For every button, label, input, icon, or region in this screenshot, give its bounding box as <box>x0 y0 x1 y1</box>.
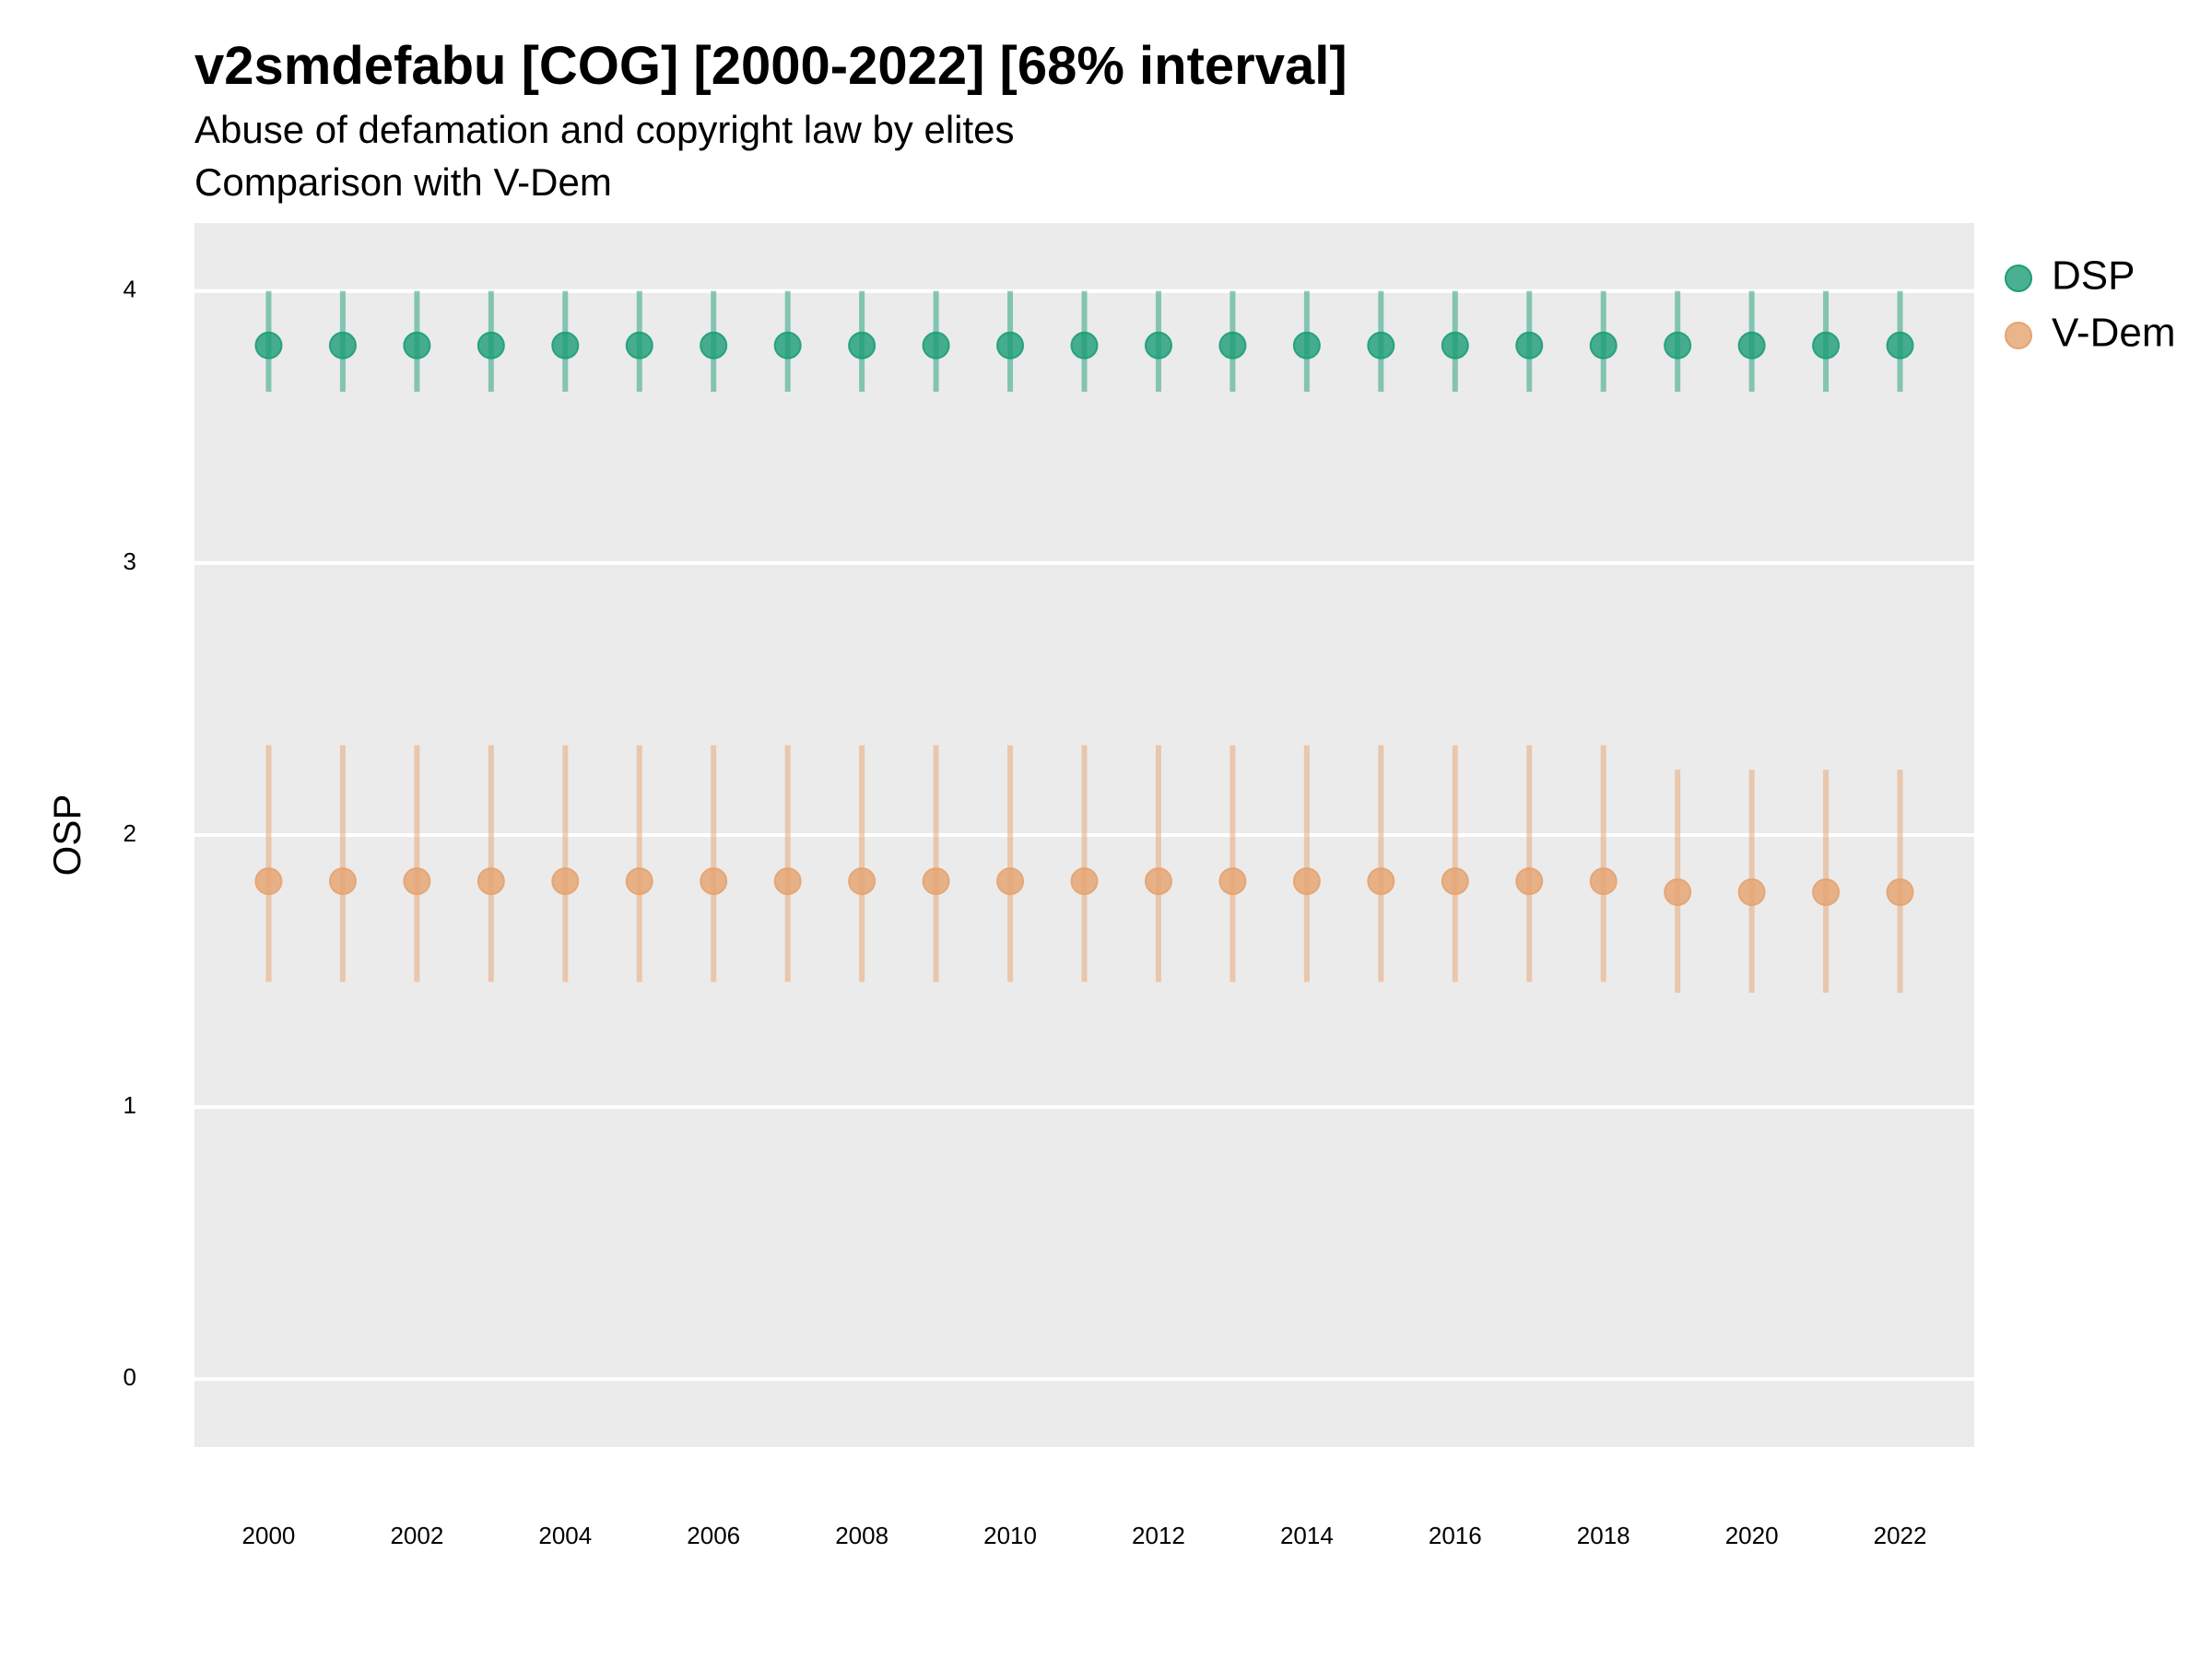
series-dsp <box>254 290 1914 392</box>
x-tick-label: 2020 <box>1725 1522 1779 1549</box>
data-point <box>922 331 950 359</box>
chart-title: v2smdefabu [COG] [2000-2022] [68% interv… <box>194 36 1347 96</box>
y-axis-ticks: 0 1 2 3 4 <box>124 276 136 1391</box>
data-point <box>773 867 802 896</box>
legend-key <box>2005 322 2032 349</box>
data-point <box>477 331 505 359</box>
x-tick-label: 2012 <box>1132 1522 1185 1549</box>
x-tick-label: 2002 <box>390 1522 443 1549</box>
series-v-dem <box>254 745 1914 994</box>
legend-label: DSP <box>2052 253 2135 299</box>
data-point <box>1812 331 1841 359</box>
data-point <box>922 867 950 896</box>
data-point <box>848 867 877 896</box>
y-axis-label: OSP <box>45 794 88 877</box>
data-point <box>1664 331 1692 359</box>
data-point <box>254 331 283 359</box>
data-point <box>1664 877 1692 906</box>
legend-key <box>2005 265 2032 292</box>
data-point <box>1292 867 1321 896</box>
y-tick-label: 3 <box>124 547 136 575</box>
data-point <box>1886 331 1914 359</box>
data-series <box>254 290 1914 994</box>
data-point <box>328 331 357 359</box>
data-point <box>551 867 580 896</box>
x-tick-label: 2016 <box>1429 1522 1482 1549</box>
data-point <box>1441 867 1469 896</box>
data-point <box>996 331 1025 359</box>
x-axis-ticks: 2000 2002 2004 2006 2008 2010 2012 2014 2016 2018… <box>242 1522 1927 1549</box>
data-point <box>1292 331 1321 359</box>
data-point <box>403 867 431 896</box>
data-point <box>1367 331 1395 359</box>
data-point <box>328 867 357 896</box>
chart-subtitle-line-1: Abuse of defamation and copyright law by… <box>194 108 1015 151</box>
legend: DSP V-Dem <box>2005 253 2175 356</box>
data-point <box>1070 867 1099 896</box>
data-point <box>1144 331 1172 359</box>
data-point <box>551 331 580 359</box>
x-tick-label: 2022 <box>1874 1522 1927 1549</box>
data-point <box>1515 331 1544 359</box>
data-point <box>1737 877 1766 906</box>
data-point <box>1367 867 1395 896</box>
data-point <box>1218 331 1247 359</box>
data-point <box>700 331 728 359</box>
data-point <box>773 331 802 359</box>
data-point <box>996 867 1025 896</box>
x-tick-label: 2000 <box>242 1522 296 1549</box>
data-point <box>625 331 653 359</box>
data-point <box>1737 331 1766 359</box>
chart-subtitle-line-2: Comparison with V-Dem <box>194 160 612 204</box>
data-point <box>1812 877 1841 906</box>
data-point <box>1070 331 1099 359</box>
x-tick-label: 2006 <box>687 1522 740 1549</box>
x-tick-label: 2018 <box>1577 1522 1630 1549</box>
data-point <box>700 867 728 896</box>
data-point <box>1589 867 1618 896</box>
y-tick-label: 0 <box>124 1363 136 1391</box>
data-point <box>254 867 283 896</box>
data-point <box>1441 331 1469 359</box>
y-tick-label: 2 <box>124 819 136 847</box>
data-point <box>625 867 653 896</box>
data-point <box>1515 867 1544 896</box>
y-tick-label: 4 <box>124 276 136 303</box>
x-tick-label: 2008 <box>835 1522 888 1549</box>
x-tick-label: 2010 <box>983 1522 1037 1549</box>
y-tick-label: 1 <box>124 1091 136 1119</box>
data-point <box>1589 331 1618 359</box>
data-point <box>477 867 505 896</box>
data-point <box>1144 867 1172 896</box>
data-point <box>848 331 877 359</box>
x-tick-label: 2004 <box>538 1522 592 1549</box>
data-point <box>403 331 431 359</box>
legend-label: V-Dem <box>2052 311 2175 356</box>
data-point <box>1886 877 1914 906</box>
x-tick-label: 2014 <box>1280 1522 1334 1549</box>
data-point <box>1218 867 1247 896</box>
